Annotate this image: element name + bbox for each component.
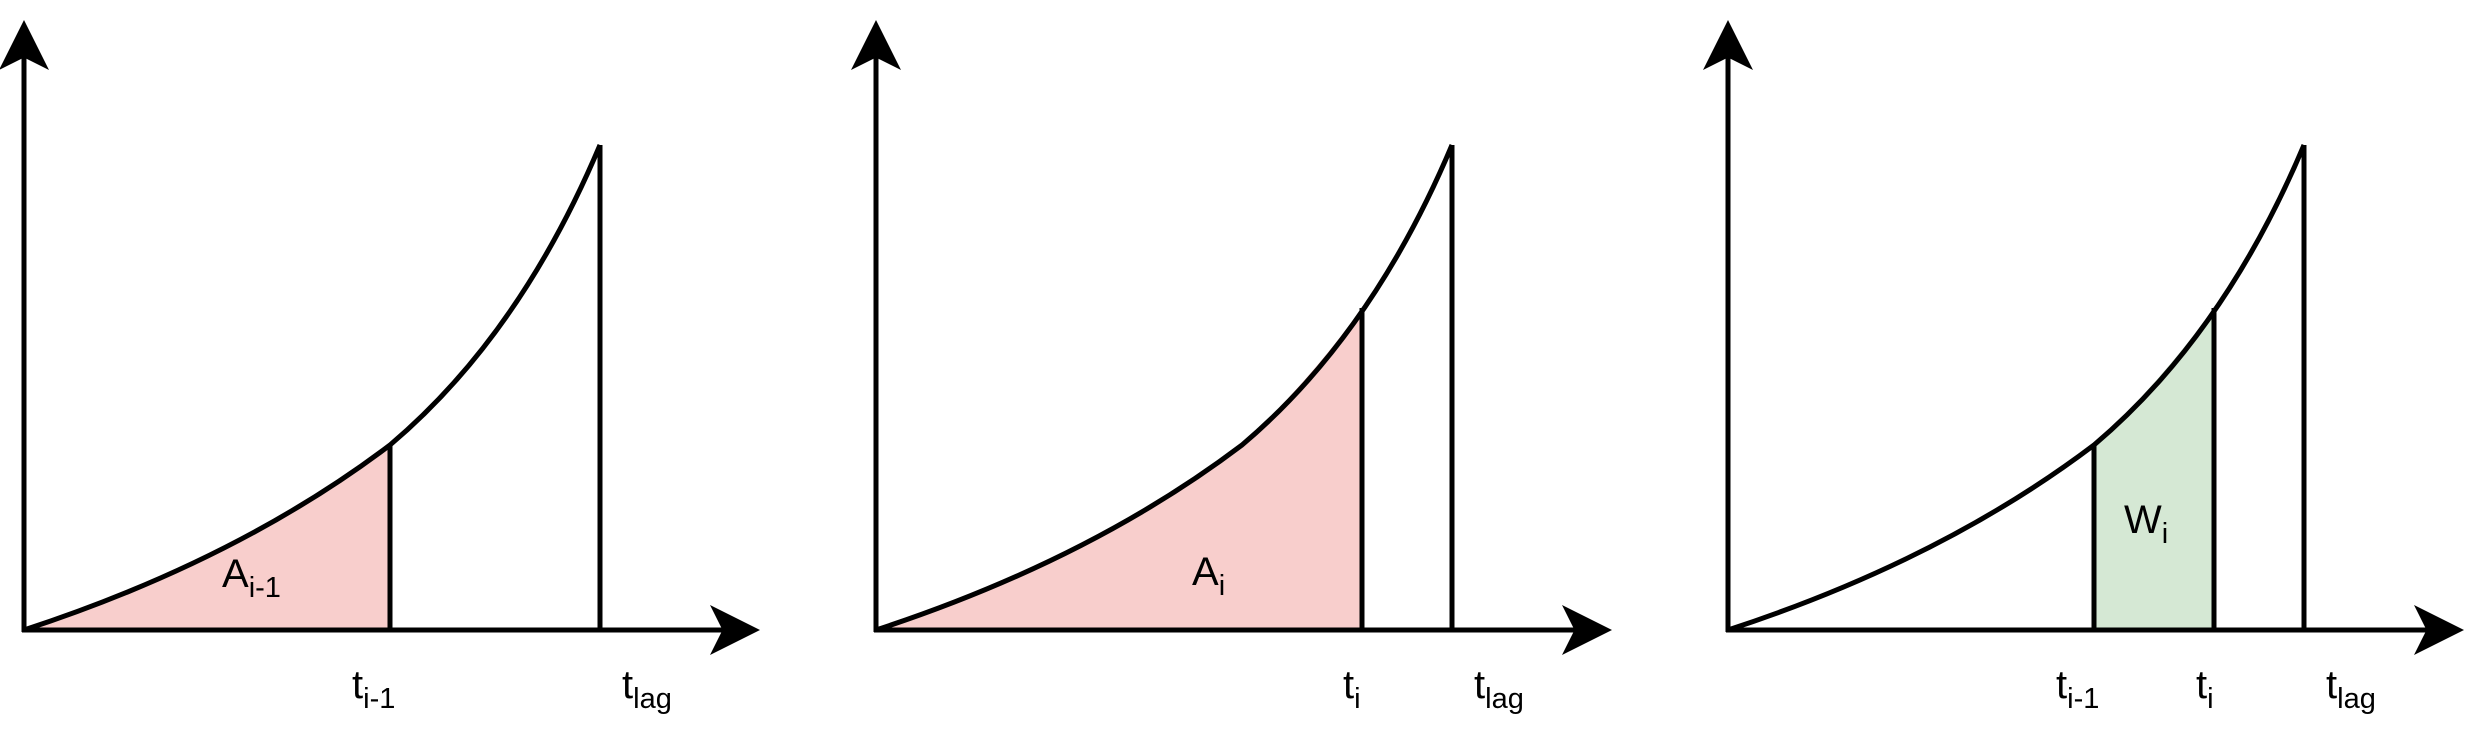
- tick-label-t-prev: ti-1: [352, 663, 395, 715]
- area-label: Ai-1: [222, 552, 281, 604]
- tick-sub: i-1: [363, 683, 395, 715]
- growth-curve: [875, 144, 1455, 633]
- tick-sub: i: [2207, 683, 2213, 715]
- tick-sub: i: [1354, 683, 1360, 715]
- panel-3: Wi ti-1 ti tlag: [1703, 20, 2464, 715]
- tick-label-t-i: ti: [1343, 663, 1361, 715]
- shaded-area-a-prev: [24, 445, 390, 630]
- tick-base: t: [622, 663, 633, 707]
- panel-1: Ai-1 ti-1 tlag: [0, 20, 760, 715]
- growth-curve: [1727, 144, 2307, 633]
- tick-base: t: [2056, 663, 2067, 707]
- tick-sub: lag: [2337, 683, 2376, 715]
- tick-base: t: [1343, 663, 1354, 707]
- shaded-area-a-current: [876, 308, 1362, 630]
- area-label-sub: i: [1219, 570, 1225, 602]
- tick-base: t: [2326, 663, 2337, 707]
- panel-2: Ai ti tlag: [851, 20, 1612, 715]
- area-label-base: W: [2124, 498, 2162, 542]
- tick-sub: i-1: [2067, 683, 2099, 715]
- area-label-sub: i-1: [249, 572, 281, 604]
- tick-label-t-i: ti: [2196, 663, 2214, 715]
- area-label-base: A: [1192, 550, 1219, 594]
- tick-sub: lag: [1485, 683, 1524, 715]
- tick-label-t-prev: ti-1: [2056, 663, 2099, 715]
- tick-base: t: [2196, 663, 2207, 707]
- area-label: Ai: [1192, 550, 1225, 602]
- tick-label-t-lag: tlag: [622, 663, 672, 715]
- shaded-window-w: [2094, 308, 2214, 630]
- area-label-sub: i: [2162, 518, 2168, 550]
- area-label-base: A: [222, 552, 249, 596]
- tick-label-t-lag: tlag: [2326, 663, 2376, 715]
- tick-base: t: [352, 663, 363, 707]
- tick-label-t-lag: tlag: [1474, 663, 1524, 715]
- area-label: Wi: [2124, 498, 2168, 550]
- tick-sub: lag: [633, 683, 672, 715]
- tick-base: t: [1474, 663, 1485, 707]
